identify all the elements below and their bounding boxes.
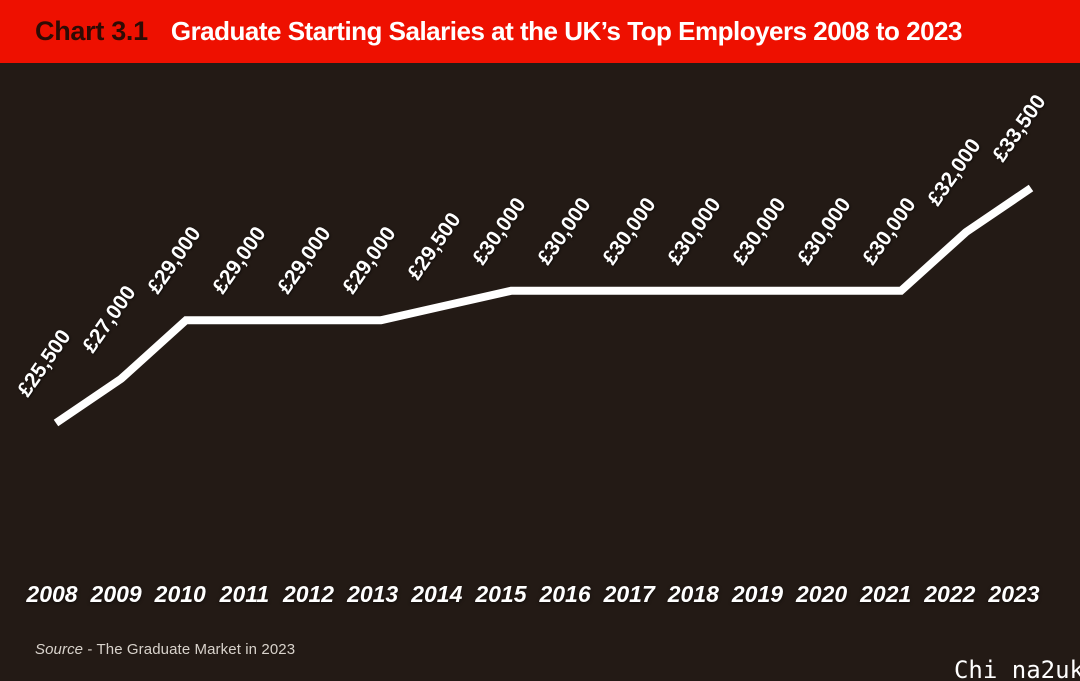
year-label: 2022: [924, 581, 976, 607]
year-label: 2011: [219, 581, 270, 607]
year-label: 2012: [282, 581, 335, 607]
year-label: 2017: [603, 581, 655, 607]
year-label: 2010: [154, 581, 206, 607]
source-prefix: Source: [35, 641, 84, 658]
source-text: - The Graduate Market in 2023: [83, 641, 296, 658]
year-label: 2015: [475, 581, 527, 607]
year-label: 2020: [796, 581, 848, 607]
year-label: 2009: [90, 581, 142, 607]
chart-header-bar: Chart 3.1 Graduate Starting Salaries at …: [0, 0, 1080, 63]
year-label: 2013: [347, 581, 399, 607]
year-label: 2021: [860, 581, 912, 607]
chart-title: Graduate Starting Salaries at the UK’s T…: [170, 16, 963, 46]
year-label: 2008: [26, 581, 78, 607]
chart-number-label: Chart 3.1: [35, 16, 148, 46]
watermark: Chi na2uk: [953, 656, 1080, 681]
year-label: 2019: [731, 581, 784, 607]
year-label: 2014: [411, 581, 463, 607]
year-label: 2018: [667, 581, 719, 607]
salary-line: [53, 184, 1034, 427]
source-note: Source - The Graduate Market in 2023: [35, 641, 295, 658]
year-label: 2016: [539, 581, 591, 607]
year-label: 2023: [988, 581, 1040, 607]
